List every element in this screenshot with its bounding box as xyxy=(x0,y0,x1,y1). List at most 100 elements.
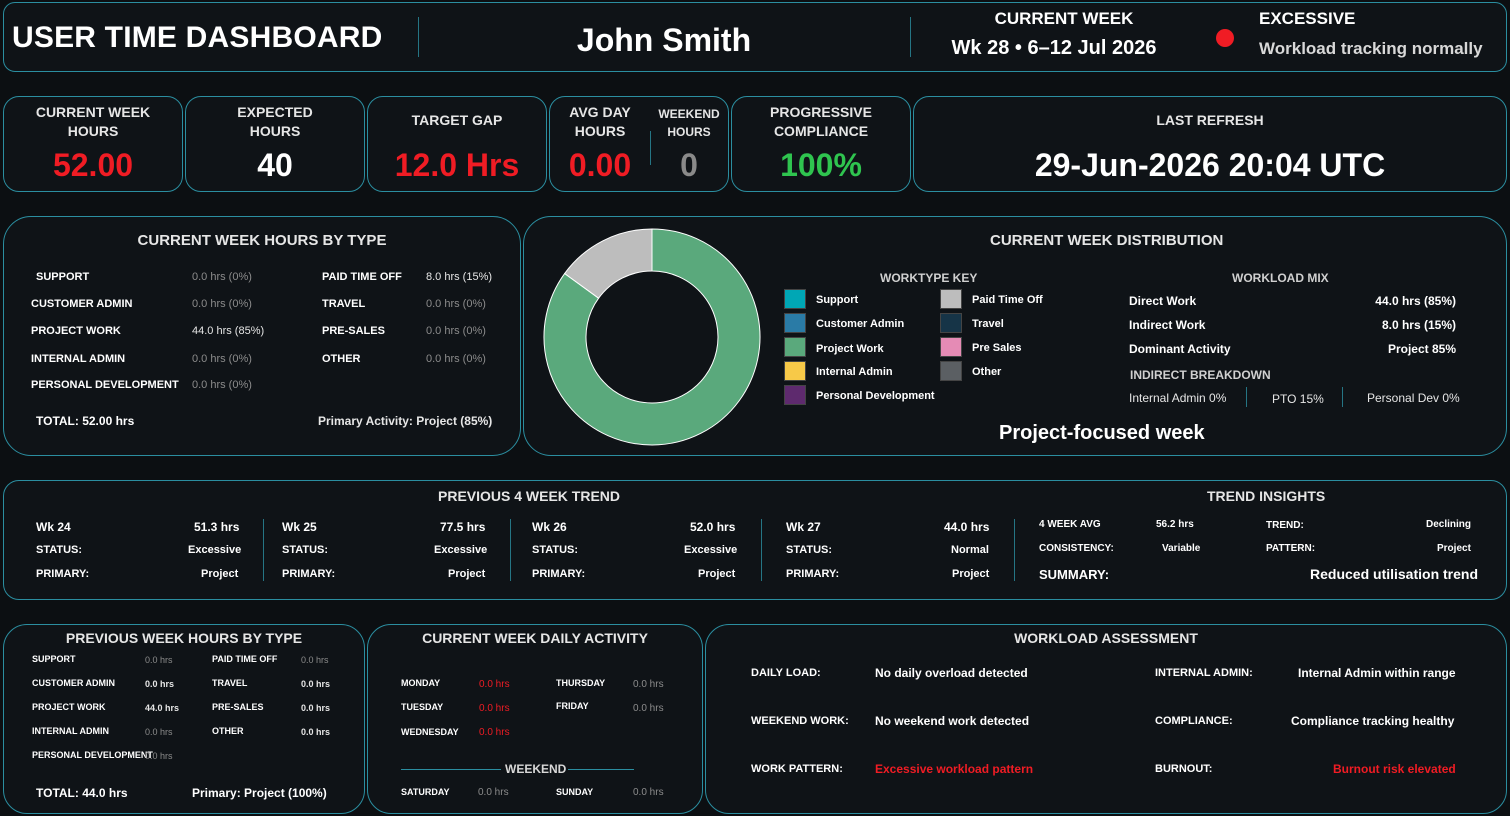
indirect-personal-dev: Personal Dev 0% xyxy=(1367,391,1460,405)
trend-primary: Project xyxy=(698,568,736,580)
kpi-target-gap: TARGET GAP 12.0 Hrs xyxy=(367,96,547,192)
status-dot-icon xyxy=(1216,29,1234,47)
key-swatch-support xyxy=(784,289,806,309)
trend-status: Normal xyxy=(951,544,989,556)
key-label: Other xyxy=(972,366,1002,378)
kpi-value: 0.00 xyxy=(568,147,632,183)
workload-mix-title: WORKLOAD MIX xyxy=(1232,271,1329,285)
trend-divider xyxy=(510,519,511,581)
trend-primary: Project xyxy=(448,568,486,580)
trend-hours: 52.0 hrs xyxy=(690,520,736,534)
type-value: 44.0 hrs xyxy=(145,703,180,713)
key-swatch-personal-development xyxy=(784,385,806,405)
insight-label: SUMMARY: xyxy=(1039,567,1110,582)
day-label: WEDNESDAY xyxy=(401,727,459,737)
section-title: PREVIOUS 4 WEEK TREND xyxy=(438,488,621,504)
key-swatch-pre-sales xyxy=(940,337,962,357)
key-label: Support xyxy=(816,294,859,306)
type-label: PRE-SALES xyxy=(212,702,264,712)
mix-value: 8.0 hrs (15%) xyxy=(1381,318,1456,332)
kpi-expected-hours: EXPECTED HOURS 40 xyxy=(185,96,365,192)
type-label: PRE-SALES xyxy=(322,325,385,337)
insight-value: 56.2 hrs xyxy=(1156,519,1194,530)
type-value: 0.0 hrs xyxy=(301,679,331,689)
section-title: CURRENT WEEK DAILY ACTIVITY xyxy=(422,630,648,646)
type-value: 0.0 hrs xyxy=(145,679,175,689)
worktype-key-title: WORKTYPE KEY xyxy=(880,271,978,285)
type-value: 0.0 hrs (0%) xyxy=(426,353,486,365)
kpi-label: AVG DAY xyxy=(569,104,631,120)
kpi-value: 12.0 Hrs xyxy=(394,147,520,183)
kpi-label: LAST REFRESH xyxy=(1156,112,1264,128)
status-message: Workload tracking normally xyxy=(1259,39,1483,58)
section-title: WORKLOAD ASSESSMENT xyxy=(1014,630,1198,646)
kpi-label: HOURS xyxy=(67,123,119,139)
type-label: PROJECT WORK xyxy=(31,325,121,337)
assessment-label: WORK PATTERN: xyxy=(751,763,843,775)
key-label: Paid Time Off xyxy=(972,294,1043,306)
trend-week: Wk 25 xyxy=(282,520,317,534)
assessment-value: No daily overload detected xyxy=(875,666,1028,680)
type-label: CUSTOMER ADMIN xyxy=(31,298,133,310)
day-value: 0.0 hrs xyxy=(479,727,510,738)
current-week-value: Wk 28 • 6–12 Jul 2026 xyxy=(951,37,1157,59)
weekend-title: WEEKEND xyxy=(505,762,567,776)
type-value: 0.0 hrs xyxy=(301,727,331,737)
primary-activity: Primary Activity: Project (85%) xyxy=(318,414,493,428)
day-label: THURSDAY xyxy=(556,678,606,688)
current-week-label: CURRENT WEEK xyxy=(994,9,1134,28)
dashboard-title: USER TIME DASHBOARD xyxy=(12,21,383,54)
day-value: 0.0 hrs xyxy=(479,703,510,714)
key-swatch-internal-admin xyxy=(784,361,806,381)
trend-primary-label: PRIMARY: xyxy=(36,568,90,580)
daily-activity-panel: CURRENT WEEK DAILY ACTIVITY MONDAY 0.0 h… xyxy=(367,624,703,814)
status-label: EXCESSIVE xyxy=(1259,9,1356,28)
kpi-avg-day-weekend: AVG DAY HOURS 0.00 WEEKEND HOURS 0 xyxy=(549,96,729,192)
key-swatch-travel xyxy=(940,313,962,333)
key-swatch-project-work xyxy=(784,337,806,357)
type-label: PROJECT WORK xyxy=(32,702,106,712)
trend-status: Excessive xyxy=(684,544,738,556)
insight-value: Reduced utilisation trend xyxy=(1310,566,1479,582)
type-value: 0.0 hrs (0%) xyxy=(192,353,252,365)
indirect-divider xyxy=(1246,387,1247,407)
kpi-value: 52.00 xyxy=(52,147,134,183)
section-title: CURRENT WEEK HOURS BY TYPE xyxy=(137,232,387,249)
prev-week-total: TOTAL: 44.0 hrs xyxy=(36,786,128,800)
day-value: 0.0 hrs xyxy=(479,679,510,690)
insight-label: TREND: xyxy=(1266,520,1304,531)
type-value: 44.0 hrs (85%) xyxy=(192,325,265,337)
donut-slice-paid-time-off xyxy=(563,228,653,299)
kpi-value: 40 xyxy=(257,147,293,183)
trend-status-label: STATUS: xyxy=(36,544,83,556)
trend-insights-title: TREND INSIGHTS xyxy=(1207,488,1326,504)
type-label: SUPPORT xyxy=(32,654,76,664)
kpi-value: 29-Jun-2026 20:04 UTC xyxy=(1034,147,1386,183)
indirect-pto: PTO 15% xyxy=(1272,392,1324,406)
insight-value: Variable xyxy=(1162,543,1201,554)
kpi-weekend: WEEKEND HOURS 0 xyxy=(650,97,728,193)
type-label: OTHER xyxy=(322,353,361,365)
key-label: Internal Admin xyxy=(816,366,893,378)
type-value: 0.0 hrs (0%) xyxy=(426,298,486,310)
prev-week-primary: Primary: Project (100%) xyxy=(192,786,327,800)
assessment-value: Internal Admin within range xyxy=(1298,666,1456,680)
insight-value: Declining xyxy=(1426,519,1472,530)
kpi-label: PROGRESSIVE xyxy=(770,104,872,120)
assessment-value: No weekend work detected xyxy=(875,714,1030,728)
day-value: 0.0 hrs xyxy=(478,787,509,798)
trend-panel: PREVIOUS 4 WEEK TREND Wk 24 51.3 hrs STA… xyxy=(3,480,1507,600)
kpi-label: WEEKEND xyxy=(658,107,720,121)
kpi-current-week-hours: CURRENT WEEK HOURS 52.00 xyxy=(3,96,183,192)
distribution-donut-chart xyxy=(543,228,761,446)
mix-label: Direct Work xyxy=(1129,294,1197,308)
trend-primary: Project xyxy=(952,568,990,580)
assessment-value: Compliance tracking healthy xyxy=(1291,714,1455,728)
trend-week: Wk 24 xyxy=(36,520,71,534)
mix-label: Indirect Work xyxy=(1129,318,1206,332)
kpi-divider xyxy=(650,131,651,165)
type-value: 0.0 hrs (0%) xyxy=(192,271,252,283)
assessment-label: BURNOUT: xyxy=(1155,763,1213,775)
trend-week: Wk 27 xyxy=(786,520,821,534)
assessment-label: INTERNAL ADMIN: xyxy=(1155,667,1253,679)
